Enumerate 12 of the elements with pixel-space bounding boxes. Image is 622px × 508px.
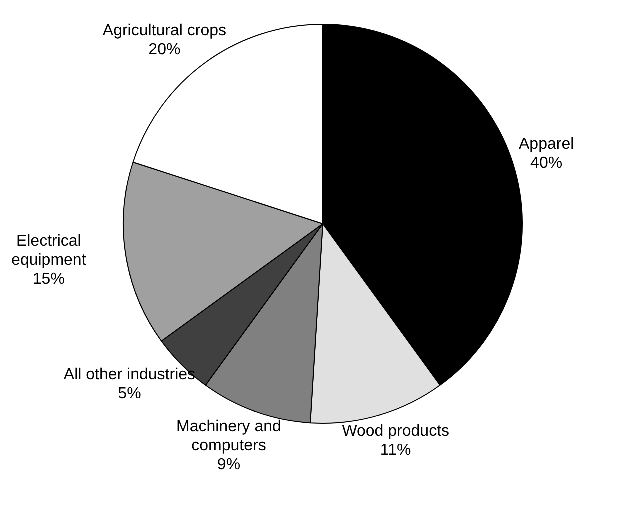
data-label: 20%	[148, 40, 182, 60]
data-label: 11%	[379, 442, 412, 460]
slice-label: All other industries	[64, 365, 196, 384]
data-label: 9%	[216, 456, 242, 475]
slice-label: Electrical equipment	[10, 232, 88, 270]
data-label: 5%	[117, 384, 142, 404]
slice-label: Machinery and computers	[176, 418, 282, 456]
slice-label: Agricultural crops	[102, 22, 227, 41]
slice-label: Apparel	[518, 135, 574, 154]
data-label: 40%	[530, 154, 564, 174]
data-label: 15%	[32, 270, 66, 290]
slice-label: Wood products	[342, 422, 450, 442]
